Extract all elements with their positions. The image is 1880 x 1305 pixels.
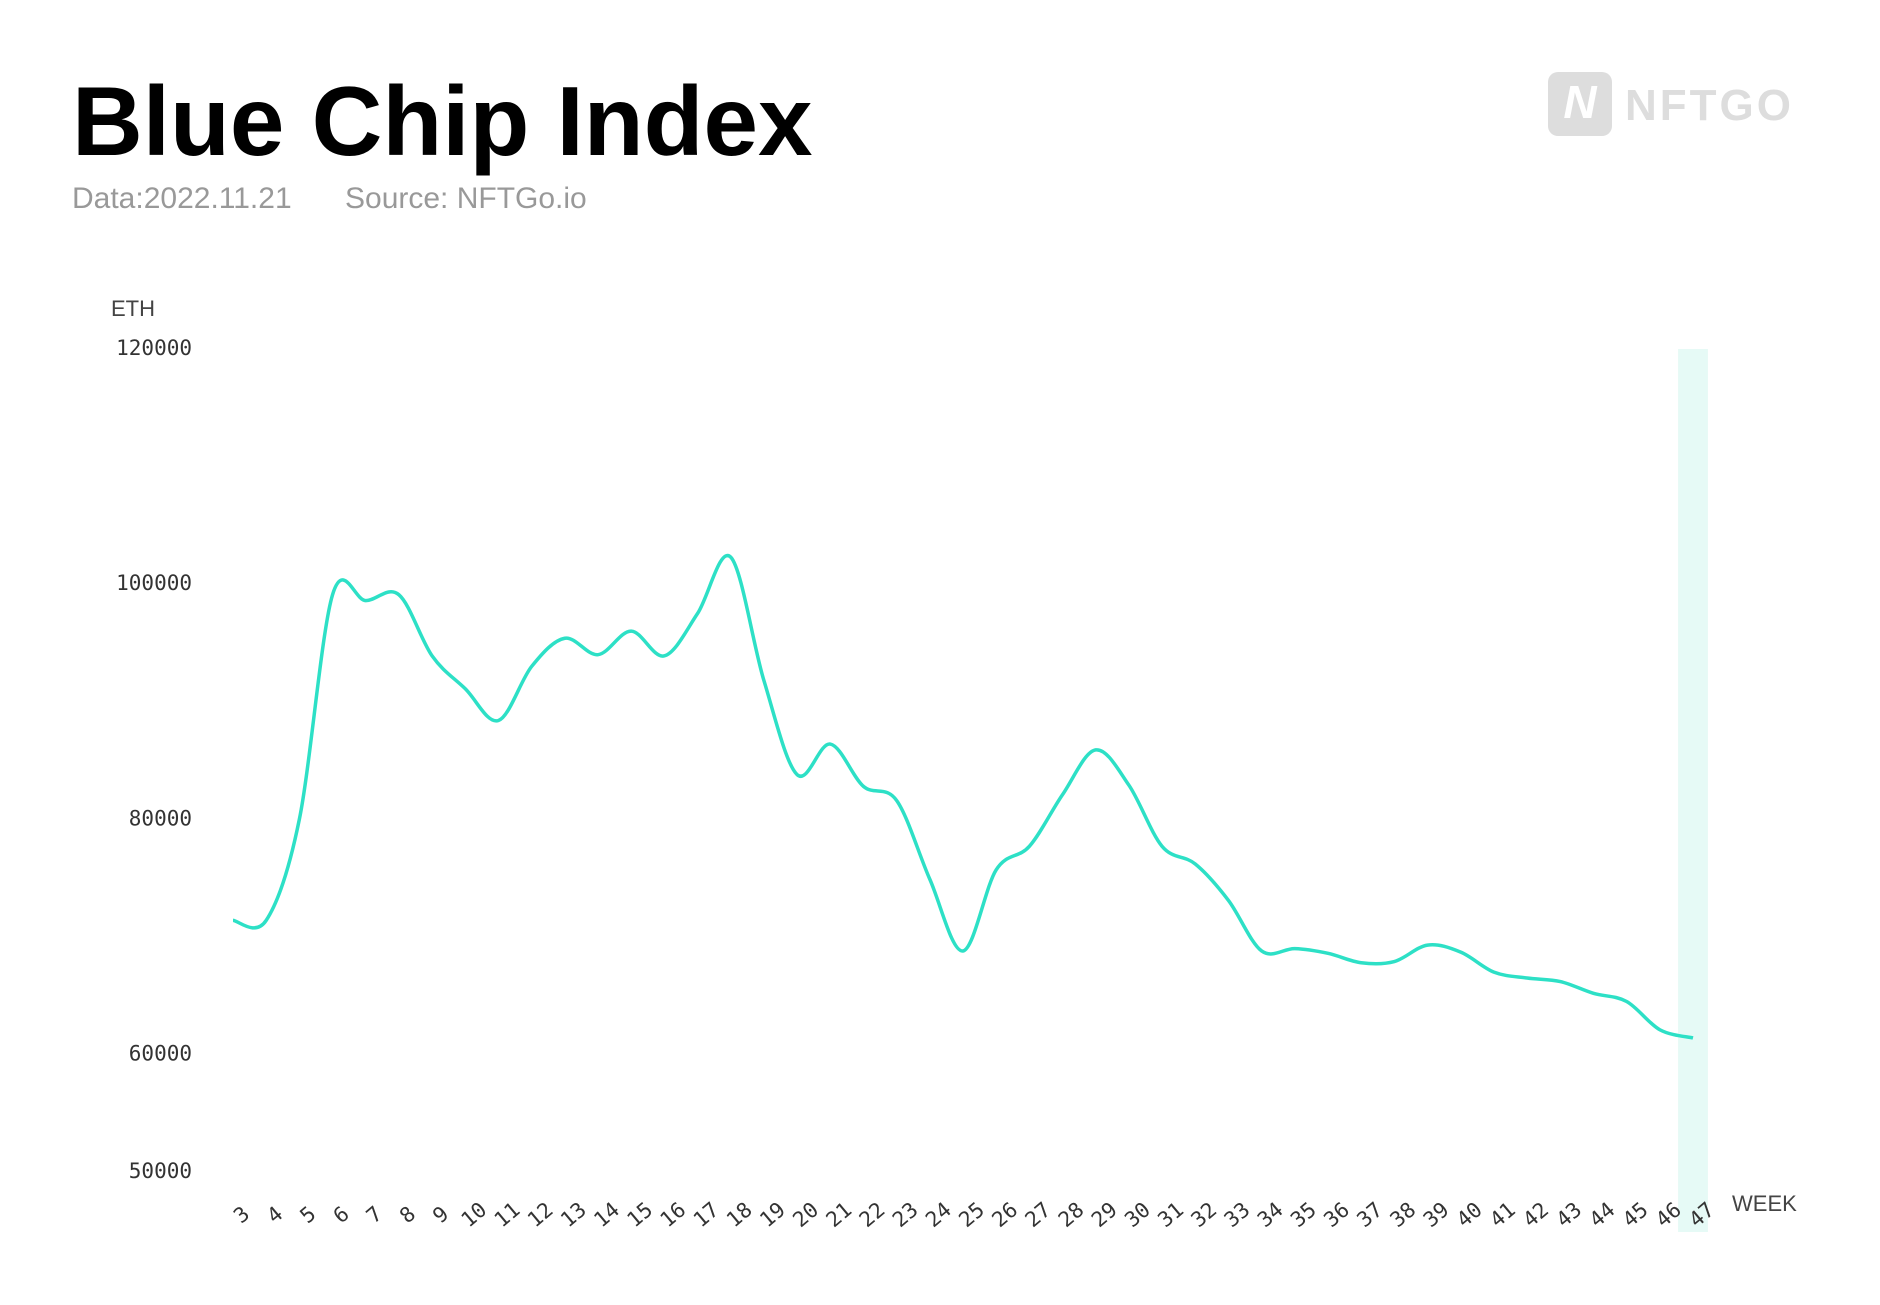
- x-tick-label: 36: [1319, 1197, 1354, 1232]
- x-tick-label: 28: [1054, 1197, 1089, 1232]
- x-tick-label: 19: [755, 1197, 790, 1232]
- x-tick-label: 37: [1352, 1197, 1387, 1232]
- x-tick-label: 12: [523, 1197, 558, 1232]
- x-tick-label: 9: [428, 1202, 453, 1229]
- x-tick-label: 42: [1518, 1197, 1553, 1232]
- highlight-band: [1678, 349, 1708, 1232]
- logo-text: NFTGO: [1625, 81, 1794, 130]
- x-tick-label: 24: [921, 1197, 956, 1232]
- x-tick-label: 31: [1153, 1197, 1188, 1232]
- y-tick-label: 100000: [116, 571, 192, 595]
- x-tick-label: 45: [1618, 1197, 1653, 1232]
- x-tick-label: 34: [1253, 1197, 1288, 1232]
- x-tick-label: 33: [1220, 1197, 1255, 1232]
- x-tick-label: 39: [1419, 1197, 1454, 1232]
- x-tick-label: 27: [1021, 1197, 1056, 1232]
- x-tick-label: 3: [229, 1202, 254, 1229]
- x-tick-label: 5: [295, 1202, 320, 1229]
- x-tick-label: 41: [1485, 1197, 1520, 1232]
- x-tick-label: 35: [1286, 1197, 1321, 1232]
- x-tick-label: 29: [1087, 1197, 1122, 1232]
- x-tick-label: 15: [622, 1197, 657, 1232]
- x-tick-label: 43: [1552, 1197, 1587, 1232]
- source-label: Source: NFTGo.io: [345, 182, 587, 215]
- x-tick-label: 20: [788, 1197, 823, 1232]
- y-tick-label: 80000: [129, 806, 192, 830]
- x-tick-label: 38: [1386, 1197, 1421, 1232]
- x-tick-label: 44: [1585, 1197, 1620, 1232]
- x-axis-label: WEEK: [1732, 1191, 1797, 1216]
- x-tick-label: 21: [822, 1197, 857, 1232]
- y-tick-label: 50000: [129, 1159, 192, 1183]
- x-tick-label: 32: [1187, 1197, 1222, 1232]
- date-label: Data:2022.11.21: [72, 182, 292, 215]
- x-tick-label: 4: [262, 1202, 287, 1229]
- x-tick-label: 8: [395, 1202, 420, 1229]
- index-line: [232, 553, 1694, 1040]
- x-tick-label: 18: [722, 1197, 757, 1232]
- y-axis-label: ETH: [111, 296, 155, 321]
- y-tick-label: 60000: [129, 1041, 192, 1065]
- x-tick-label: 22: [855, 1197, 890, 1232]
- x-tick-label: 14: [589, 1197, 624, 1232]
- x-tick-label: 25: [954, 1197, 989, 1232]
- y-tick-label: 120000: [116, 336, 192, 360]
- x-tick-label: 10: [457, 1197, 492, 1232]
- logo-n: N: [1563, 76, 1597, 128]
- x-tick-label: 17: [689, 1197, 724, 1232]
- logo: N NFTGO: [1548, 72, 1794, 136]
- x-tick-label: 16: [656, 1197, 691, 1232]
- x-tick-label: 40: [1452, 1197, 1487, 1232]
- x-tick-label: 26: [987, 1197, 1022, 1232]
- x-tick-label: 23: [888, 1197, 923, 1232]
- x-tick-label: 6: [329, 1202, 354, 1229]
- x-tick-label: 11: [490, 1197, 525, 1232]
- x-tick-label: 30: [1120, 1197, 1155, 1232]
- x-tick-label: 13: [556, 1197, 591, 1232]
- logo-icon: [1548, 72, 1612, 136]
- x-tick-label: 7: [362, 1202, 387, 1229]
- title: Blue Chip Index: [72, 66, 813, 176]
